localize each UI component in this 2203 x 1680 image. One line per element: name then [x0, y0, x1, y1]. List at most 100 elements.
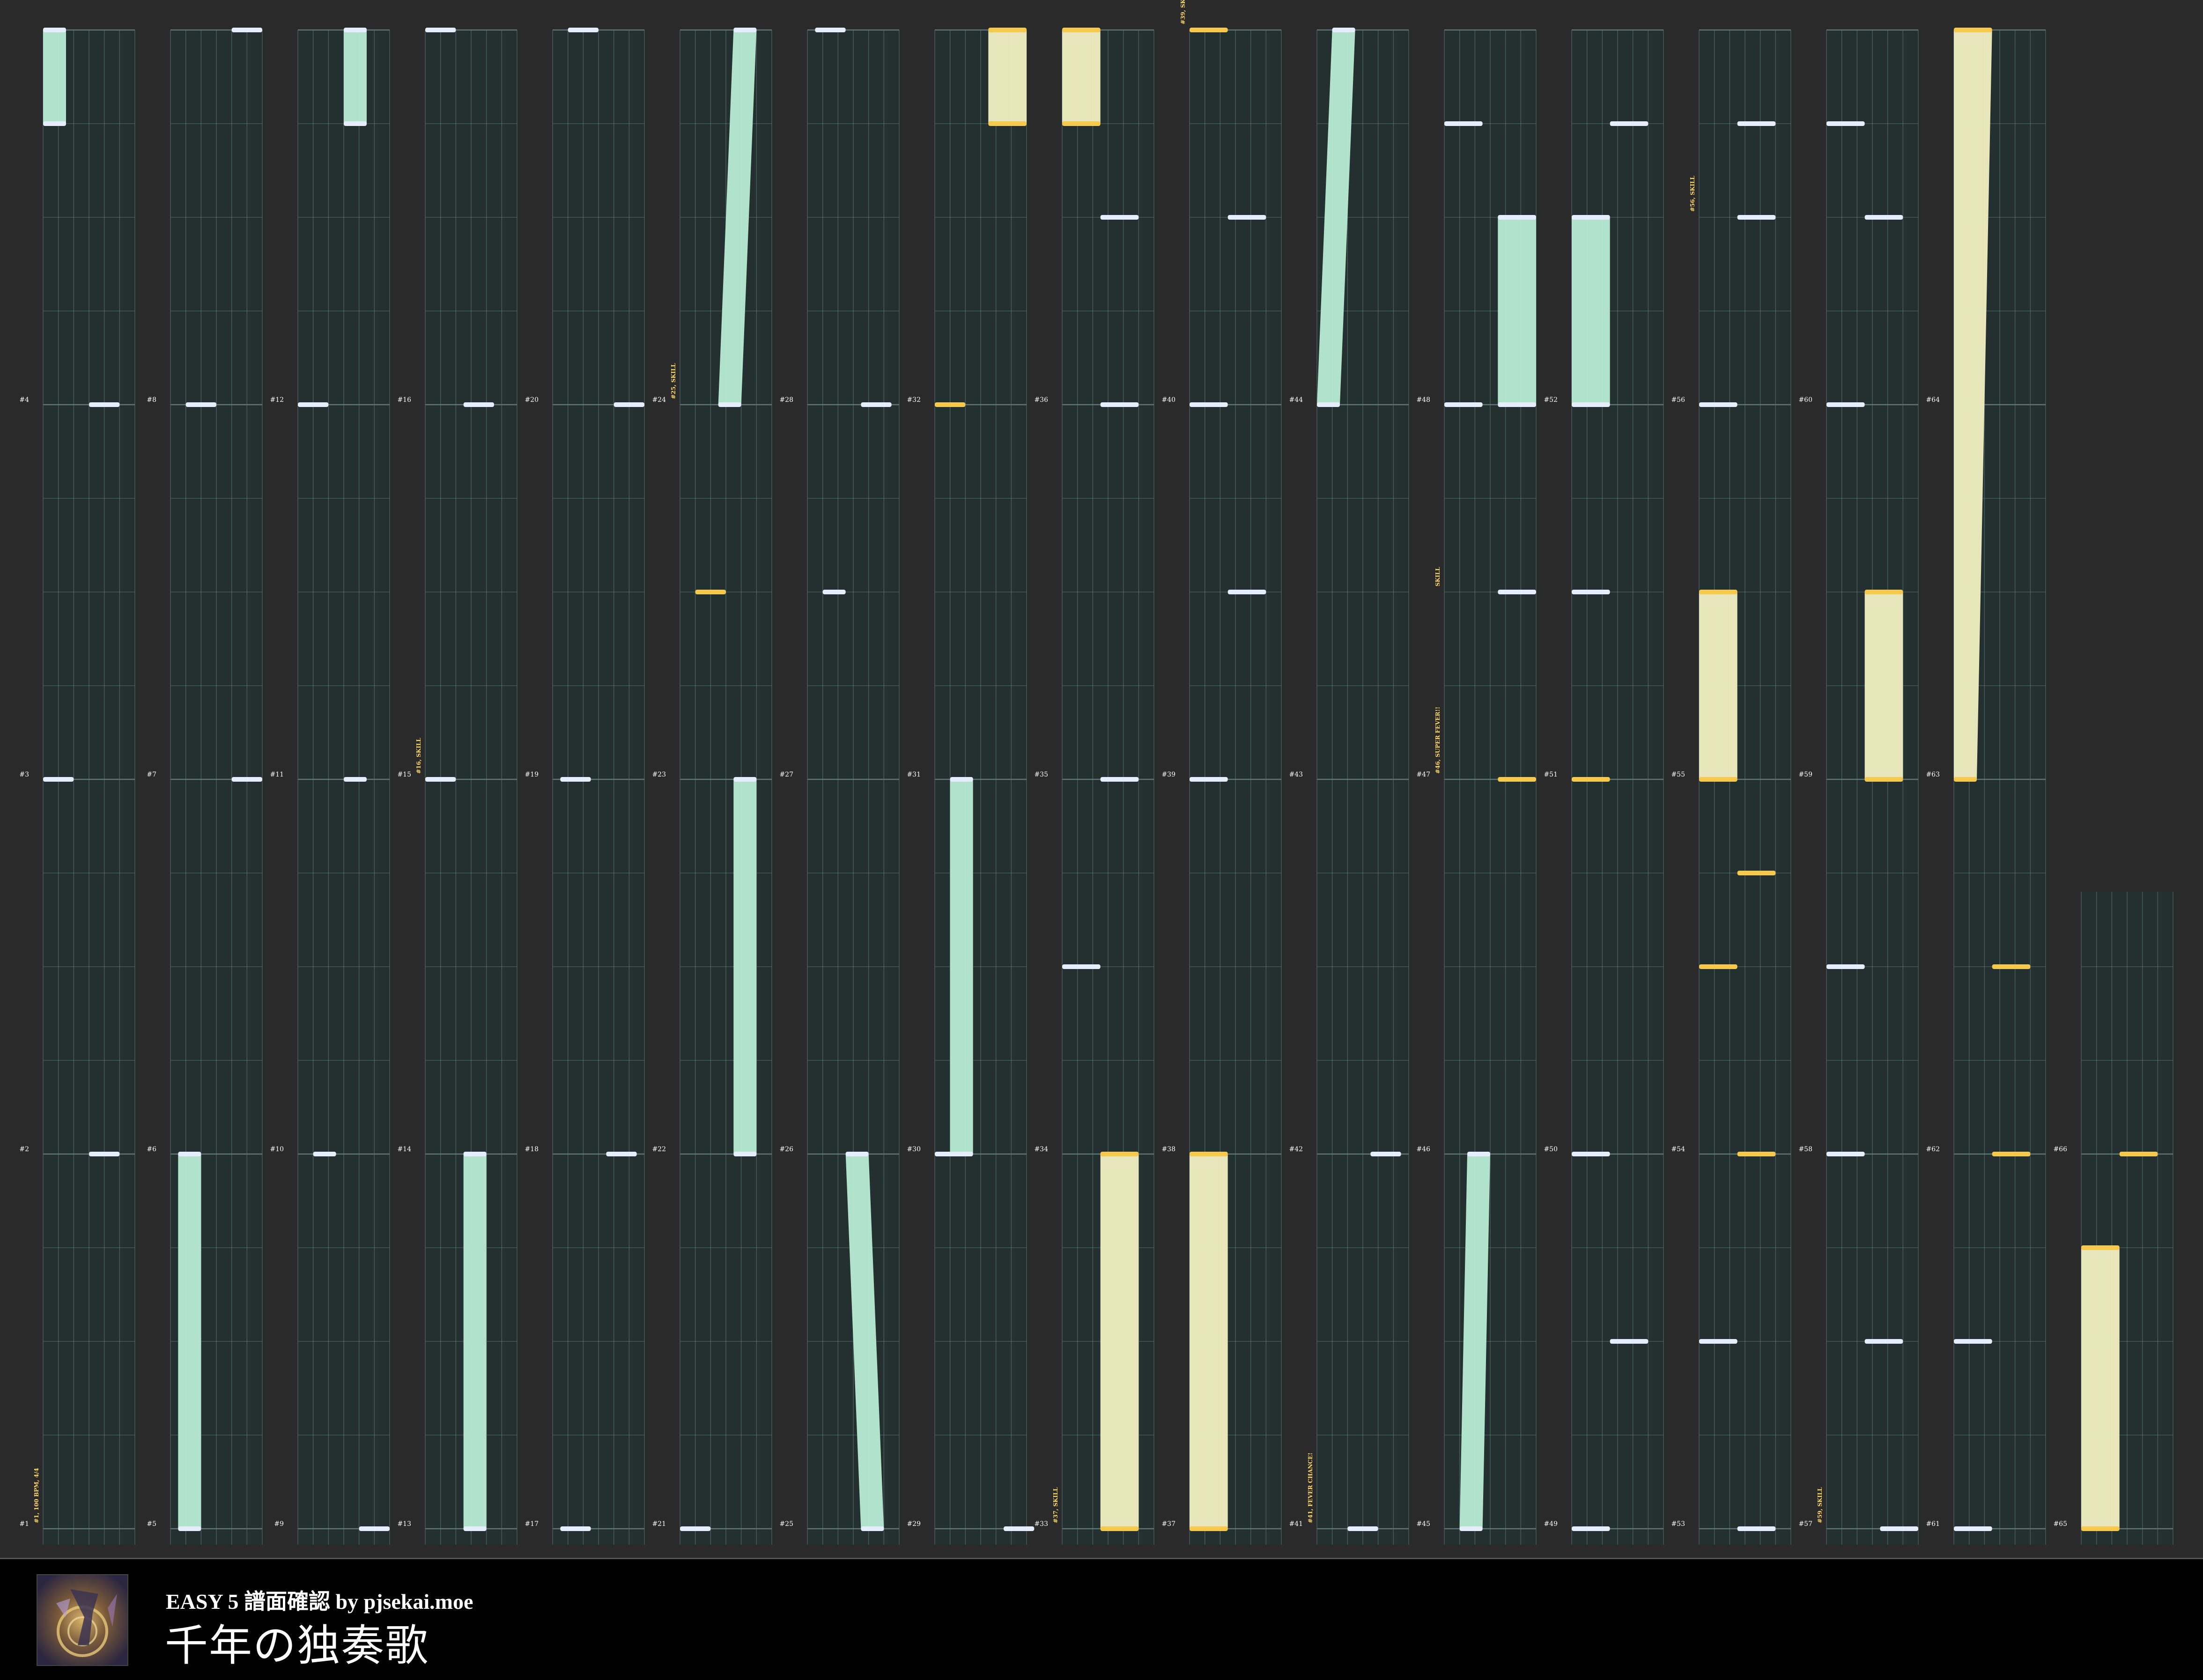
event-label: #1, 100 BPM, 4/4	[33, 1468, 40, 1523]
bar-number-label: #48	[1416, 396, 1430, 404]
footer-bar: EASY 5 譜面確認 by pjsekai.moe 千年の独奏歌	[0, 1558, 2203, 1680]
tap-note	[1444, 402, 1483, 407]
bar-number-label: #39	[1161, 771, 1175, 778]
bar-number-label: #56	[1671, 396, 1685, 404]
slide-start-note	[344, 121, 367, 126]
bar-number-label: #7	[147, 771, 156, 778]
bar-number-label: #9	[274, 1520, 284, 1528]
bar-number-label: #10	[270, 1146, 284, 1153]
bar-number-label: #22	[652, 1146, 666, 1153]
event-label: #16, SKILL	[415, 738, 422, 774]
bar-number-label: #46	[1416, 1146, 1430, 1153]
critical-note	[1572, 777, 1610, 782]
bar-number-label: #16	[397, 396, 411, 404]
slide-end-note	[1954, 28, 1992, 32]
bar-number-label: #36	[1034, 396, 1048, 404]
slide-start-note	[733, 1152, 757, 1156]
bar-number-label: #11	[270, 771, 284, 778]
chart-column: #13 #14 #15 #16 #16, SKILL	[397, 28, 517, 1545]
tap-note	[1864, 215, 1903, 220]
slide-path	[1572, 217, 1610, 405]
slide-end-note	[733, 777, 757, 782]
critical-note	[1737, 871, 1776, 875]
tap-note	[1190, 777, 1228, 782]
critical-slide-path	[1190, 1154, 1228, 1529]
bar-number-label: #50	[1544, 1146, 1558, 1153]
bar-number-label: #18	[525, 1146, 539, 1153]
slide-start-note	[1864, 777, 1903, 782]
tap-note	[185, 402, 216, 407]
bar-number-label: #30	[907, 1146, 921, 1153]
critical-note	[1699, 964, 1737, 969]
bar-number-label: #41	[1289, 1520, 1303, 1528]
slide-end-note	[178, 1152, 201, 1156]
slide-start-note	[463, 1526, 487, 1531]
tap-note	[861, 402, 892, 407]
tap-note	[1347, 1526, 1378, 1531]
tap-note	[425, 777, 456, 782]
slide-end-note	[1498, 215, 1536, 220]
chart-column: #53 #54 #55 #56 #56, SKILL	[1671, 29, 1791, 1545]
tap-note	[680, 1526, 711, 1531]
tap-note	[1444, 121, 1483, 126]
bar-number-label: #2	[19, 1146, 29, 1153]
chart-column: #21 #22 #23 #24 #25, SKILL	[652, 28, 772, 1545]
score-columns: #1 #2 #3 #4 #1, 100 BPM, 4/4 #5 #6 #7 #8 #9 #10 #11…	[19, 0, 2173, 1545]
tap-note	[822, 590, 846, 594]
bar-number-label: #62	[1926, 1146, 1940, 1153]
tap-note	[344, 777, 367, 782]
slide-start-note	[1459, 1526, 1483, 1531]
slide-end-note	[1864, 590, 1903, 594]
chart-column: #5 #6 #7 #8	[147, 28, 263, 1545]
bar-number-label: #34	[1034, 1146, 1048, 1153]
bar-number-label: #17	[525, 1520, 539, 1528]
tap-note	[231, 777, 262, 782]
chart-column: #17 #18 #19 #20	[525, 28, 645, 1545]
chart-column: #45 #46 #47 #48 #46, SUPER FEVER!! SKILL	[1416, 29, 1537, 1545]
event-label: #41, FEVER CHANCE!	[1307, 1452, 1314, 1523]
event-label: #46, SUPER FEVER!!	[1434, 707, 1441, 774]
tap-note	[1699, 1339, 1737, 1344]
tap-note	[43, 777, 74, 782]
slide-path	[43, 30, 66, 124]
critical-slide-path	[988, 30, 1027, 124]
bar-number-label: #5	[147, 1520, 156, 1528]
bar-number-label: #53	[1671, 1520, 1685, 1528]
tap-note	[1610, 121, 1649, 126]
slide-start-note	[1100, 1526, 1139, 1531]
bar-number-label: #27	[779, 771, 793, 778]
bar-number-label: #54	[1671, 1146, 1685, 1153]
bar-number-label: #23	[652, 771, 666, 778]
tap-note	[463, 402, 494, 407]
event-label: #39, SKILL	[1180, 0, 1186, 24]
slide-start-note	[43, 121, 66, 126]
difficulty-credit: EASY 5 譜面確認 by pjsekai.moe	[166, 1590, 473, 1613]
slide-path	[718, 30, 757, 405]
chart-column: #41 #42 #43 #44 #41, FEVER CHANCE!	[1289, 28, 1409, 1545]
tap-note	[1826, 402, 1865, 407]
tap-note	[1498, 590, 1536, 594]
tap-note	[1880, 1526, 1918, 1531]
chart-column: #37 #38 #39 #40 #39, SKILL	[1161, 0, 1282, 1545]
critical-note	[935, 402, 966, 407]
tap-note	[560, 1526, 591, 1531]
tap-note	[1699, 402, 1737, 407]
chart-column: #33 #34 #35 #36 #37, SKILL	[1034, 28, 1154, 1545]
slide-end-note	[1100, 1152, 1139, 1156]
bar-number-label: #63	[1926, 771, 1940, 778]
bar-number-label: #38	[1161, 1146, 1175, 1153]
event-label: #56, SKILL	[1689, 176, 1696, 212]
bar-number-label: #12	[270, 396, 284, 404]
slide-end-note	[950, 777, 973, 782]
bar-number-label: #6	[147, 1146, 156, 1153]
bar-number-label: #64	[1926, 396, 1940, 404]
bar-number-label: #28	[779, 396, 793, 404]
critical-note	[1190, 28, 1228, 32]
critical-slide-path	[1864, 592, 1903, 779]
slide-end-note	[988, 28, 1027, 32]
bar-number-label: #66	[2053, 1146, 2067, 1153]
critical-note	[1737, 1152, 1776, 1156]
critical-slide-path	[1062, 30, 1101, 124]
tap-note	[1062, 964, 1101, 969]
bar-number-label: #13	[397, 1520, 411, 1528]
